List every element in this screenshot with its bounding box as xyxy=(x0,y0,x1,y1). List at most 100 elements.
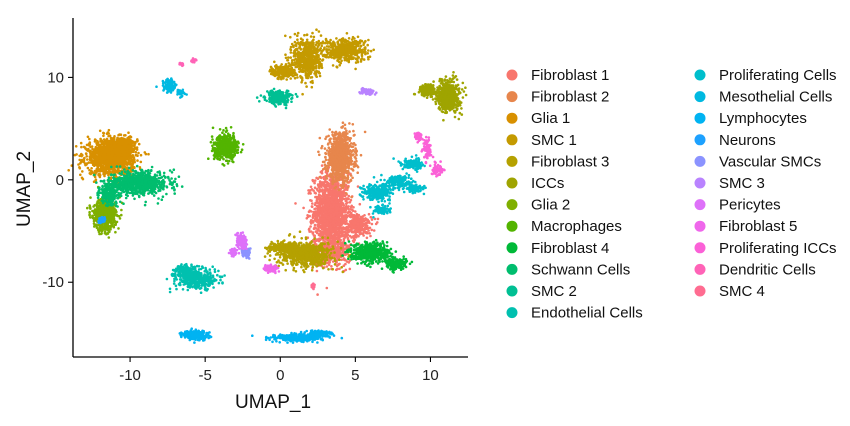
point xyxy=(319,221,322,225)
point xyxy=(97,163,101,166)
point xyxy=(74,145,78,148)
point xyxy=(317,30,321,33)
series-smc-1 xyxy=(268,28,376,96)
point xyxy=(332,152,336,156)
point xyxy=(112,162,116,166)
point xyxy=(335,237,338,240)
point xyxy=(104,153,107,157)
point xyxy=(316,229,320,232)
point xyxy=(335,159,339,163)
point xyxy=(137,142,141,146)
point xyxy=(356,185,360,188)
point xyxy=(344,258,347,262)
point xyxy=(352,230,355,234)
point xyxy=(344,176,347,180)
point xyxy=(78,158,81,162)
point xyxy=(106,142,110,146)
point xyxy=(81,170,84,173)
point xyxy=(349,153,352,157)
point xyxy=(318,57,322,61)
point xyxy=(133,144,136,147)
point xyxy=(339,184,343,187)
point xyxy=(355,149,359,153)
point xyxy=(94,138,97,142)
point xyxy=(105,148,108,152)
point xyxy=(334,172,337,175)
point xyxy=(293,32,297,36)
point xyxy=(320,181,323,185)
point xyxy=(318,232,322,236)
point xyxy=(325,214,328,218)
point xyxy=(335,216,338,220)
point xyxy=(113,148,116,151)
point xyxy=(327,245,331,249)
point xyxy=(341,186,345,189)
point xyxy=(92,159,95,162)
point xyxy=(358,231,362,235)
point xyxy=(346,227,349,231)
point xyxy=(308,209,312,212)
point xyxy=(110,160,114,163)
point xyxy=(327,263,331,267)
point xyxy=(350,195,353,199)
point xyxy=(342,189,345,193)
point xyxy=(107,128,111,132)
point xyxy=(327,151,330,155)
point xyxy=(126,149,129,152)
point xyxy=(318,215,322,218)
point xyxy=(79,161,82,165)
point xyxy=(331,147,335,150)
point xyxy=(309,225,312,228)
point xyxy=(369,215,373,219)
point xyxy=(343,211,347,214)
point xyxy=(376,217,380,221)
point xyxy=(348,215,352,218)
point xyxy=(124,145,127,149)
point xyxy=(96,160,99,163)
point xyxy=(337,263,341,266)
point xyxy=(134,146,138,150)
point xyxy=(349,174,353,177)
point xyxy=(347,261,351,264)
point xyxy=(101,147,104,150)
point xyxy=(338,232,342,235)
point xyxy=(344,133,348,137)
point xyxy=(341,121,345,124)
point xyxy=(319,34,323,37)
point xyxy=(328,178,332,182)
point xyxy=(81,177,85,181)
point xyxy=(83,156,86,160)
point xyxy=(337,238,341,241)
point xyxy=(313,181,316,185)
point xyxy=(313,223,317,227)
point xyxy=(337,223,341,226)
point xyxy=(339,226,343,229)
point xyxy=(338,267,341,271)
point xyxy=(326,232,330,236)
point xyxy=(323,240,327,243)
point xyxy=(329,213,333,217)
point xyxy=(329,198,333,202)
point xyxy=(334,198,338,201)
point xyxy=(342,131,345,134)
point xyxy=(323,163,327,166)
point xyxy=(96,151,100,155)
point xyxy=(321,211,325,214)
point xyxy=(316,223,320,226)
point xyxy=(334,141,338,144)
point xyxy=(320,227,324,231)
point xyxy=(332,167,336,171)
point xyxy=(123,160,126,163)
point xyxy=(104,139,108,142)
point xyxy=(109,139,112,143)
point xyxy=(336,146,340,150)
point xyxy=(326,143,330,146)
point xyxy=(343,123,347,127)
point xyxy=(332,180,335,184)
point xyxy=(97,173,101,177)
point xyxy=(329,172,333,176)
point xyxy=(289,77,293,80)
point xyxy=(349,137,353,140)
point xyxy=(284,34,287,38)
